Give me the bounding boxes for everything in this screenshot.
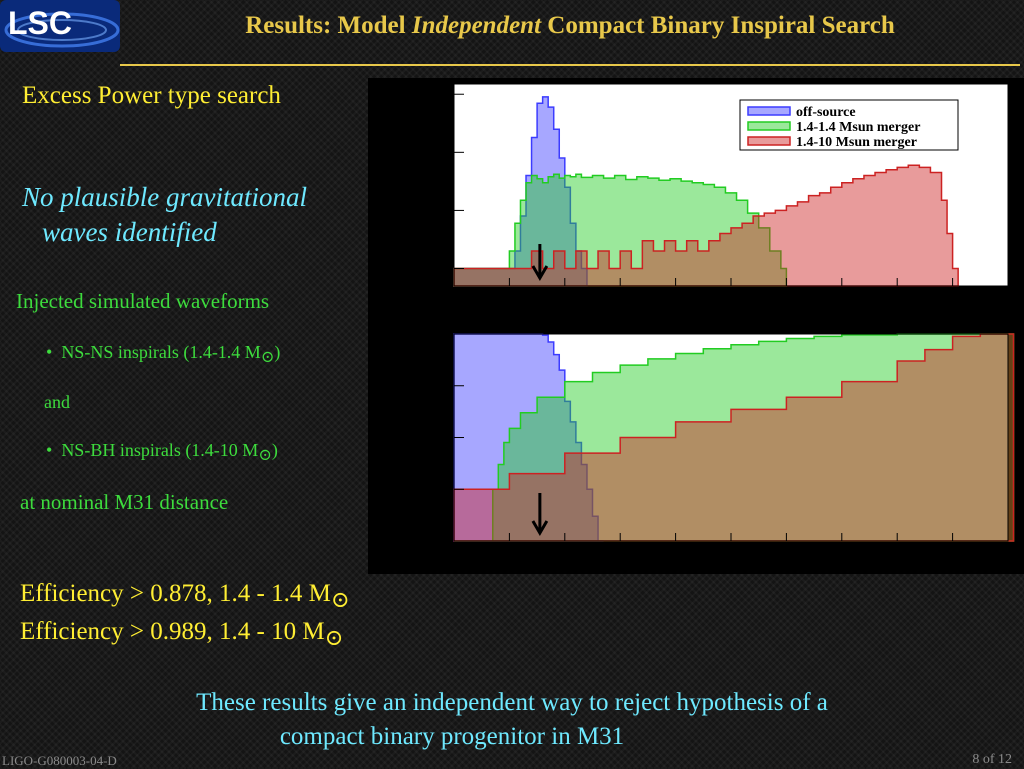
footer-doc-id: LIGO-G080003-04-D	[2, 753, 117, 768]
series-1-area	[453, 96, 588, 287]
marker-arrow-head	[531, 520, 549, 536]
x-axis-label: crosscorrelation	[905, 304, 1008, 320]
page-number: 8 of 12	[972, 752, 1012, 767]
x-tick-label: 0.2	[555, 540, 574, 556]
conclusion-line2: compact binary progenitor in M31	[279, 723, 625, 750]
y-axis-label: Frac. of events	[376, 372, 401, 502]
x-tick-label: 0.9	[943, 540, 962, 556]
series-2-area	[454, 333, 1015, 542]
plot-area	[454, 334, 1008, 541]
nominal-distance: at nominal M31 distance	[20, 490, 229, 514]
chart-panel-2: 0 0.1 0.2 0.3 0.4 0.5 0.6 0.7 0.8 0.9 1crosscorrel…	[376, 322, 1015, 571]
conclusion: These results give an independent way to…	[0, 686, 1024, 754]
sun-symbol: ⊙	[324, 624, 344, 650]
x-tick-label: 0.4	[666, 540, 685, 556]
bullet-ns-bh: • NS-BH inspirals (1.4-10 M⊙)	[46, 440, 278, 465]
legend-label: 1.4-10 Msun merger	[796, 135, 917, 150]
x-tick-label: 0.7	[832, 290, 851, 306]
legend-swatch	[747, 106, 791, 116]
legend-box	[739, 99, 959, 151]
x-tick-label: 0.9	[943, 290, 962, 306]
bullet-ns-bh-text: NS-BH inspirals (1.4-10 M	[61, 440, 259, 460]
bullet-dot: •	[46, 342, 53, 362]
x-tick-label: 0.1	[500, 540, 519, 556]
no-gw-line2: waves identified	[42, 217, 217, 247]
logo-text: LSC	[8, 5, 72, 41]
x-tick-label: 0.2	[555, 290, 574, 306]
marker-arrow-head	[531, 265, 549, 281]
no-gw-line1: No plausible gravitational	[22, 182, 308, 212]
and-text: and	[44, 392, 70, 412]
sun-symbol: ⊙	[330, 586, 350, 612]
efficiency-ns-bh: Efficiency > 0.989, 1.4 - 10 M⊙	[20, 618, 343, 650]
title-emphasis: Independent	[411, 12, 542, 39]
x-tick-label: 0.1	[500, 290, 519, 306]
y-axis-label: # of events	[376, 137, 401, 234]
legend-label: 1.4-1.4 Msun merger	[796, 120, 920, 135]
chart-panel-1: 0 0.1 0.2 0.3 0.4 0.5 0.6 0.7 0.8 0.9 1crosscorrel…	[376, 82, 1012, 320]
efficiency-ns-bh-text: Efficiency > 0.989, 1.4 - 10 M	[20, 618, 325, 645]
slide-title: Results: Model Independent Compact Binar…	[120, 12, 1020, 40]
sun-symbol: ⊙	[260, 348, 275, 367]
sun-symbol: ⊙	[258, 446, 272, 465]
bullet-ns-ns-text: NS-NS inspirals (1.4-1.4 M	[61, 342, 261, 362]
title-pre: Results: Model	[245, 12, 412, 39]
y-tick-label: 1	[434, 322, 445, 346]
legend-label: off-source	[796, 105, 856, 120]
x-tick-label: 0.3	[611, 540, 630, 556]
y-tick-label: 0.001	[397, 477, 444, 501]
conclusion-line1: These results give an independent way to…	[196, 689, 828, 716]
x-tick-label: 1	[1004, 290, 1012, 306]
bullet-ns-bh-end: )	[271, 440, 278, 460]
lsc-logo: LSC	[0, 0, 120, 52]
x-tick-label: 0.5	[722, 540, 741, 556]
excess-power-label: Excess Power type search	[22, 82, 281, 109]
legend-swatch	[747, 136, 791, 146]
title-post: Compact Binary Inspiral Search	[541, 12, 895, 39]
x-tick-label: 0.4	[666, 290, 685, 306]
y-tick-label: 100	[413, 140, 445, 164]
y-tick-label: 0.01	[407, 426, 444, 450]
efficiency-ns-ns-text: Efficiency > 0.878, 1.4 - 1.4 M	[20, 580, 331, 607]
y-tick-label: 10	[423, 198, 444, 222]
y-tick-label: 1	[434, 257, 445, 281]
y-tick-label: 0.1	[418, 374, 444, 398]
no-gw-statement: No plausible gravitational waves identif…	[22, 180, 367, 250]
bullet-ns-ns-end: )	[274, 342, 281, 362]
bullet-ns-ns: • NS-NS inspirals (1.4-1.4 M⊙)	[46, 342, 281, 367]
bullet-dot: •	[46, 440, 53, 460]
x-tick-label: 0	[450, 540, 458, 556]
x-tick-label: 0.8	[888, 290, 907, 306]
x-tick-label: 1	[1004, 540, 1012, 556]
charts-area: 0 0.1 0.2 0.3 0.4 0.5 0.6 0.7 0.8 0.9 1crosscorrel…	[368, 78, 1024, 574]
x-tick-label: 0.8	[888, 540, 907, 556]
title-divider	[120, 64, 1020, 66]
legend-swatch	[747, 121, 791, 131]
x-tick-label: 0.7	[832, 540, 851, 556]
injected-label: Injected simulated waveforms	[16, 289, 270, 313]
x-tick-label: 0	[450, 290, 458, 306]
series-2-area	[453, 173, 788, 287]
series-3-area	[453, 333, 1015, 542]
x-tick-label: 0.5	[722, 290, 741, 306]
x-tick-label: 0.6	[777, 540, 796, 556]
x-axis-label: crosscorrelation	[905, 555, 1008, 571]
lsc-logo-graphic: LSC	[0, 0, 120, 52]
x-tick-label: 0.6	[777, 290, 796, 306]
y-tick-label: 1000	[402, 82, 444, 106]
series-3-area	[453, 164, 959, 287]
x-tick-label: 0.3	[611, 290, 630, 306]
efficiency-ns-ns: Efficiency > 0.878, 1.4 - 1.4 M⊙	[20, 580, 350, 612]
